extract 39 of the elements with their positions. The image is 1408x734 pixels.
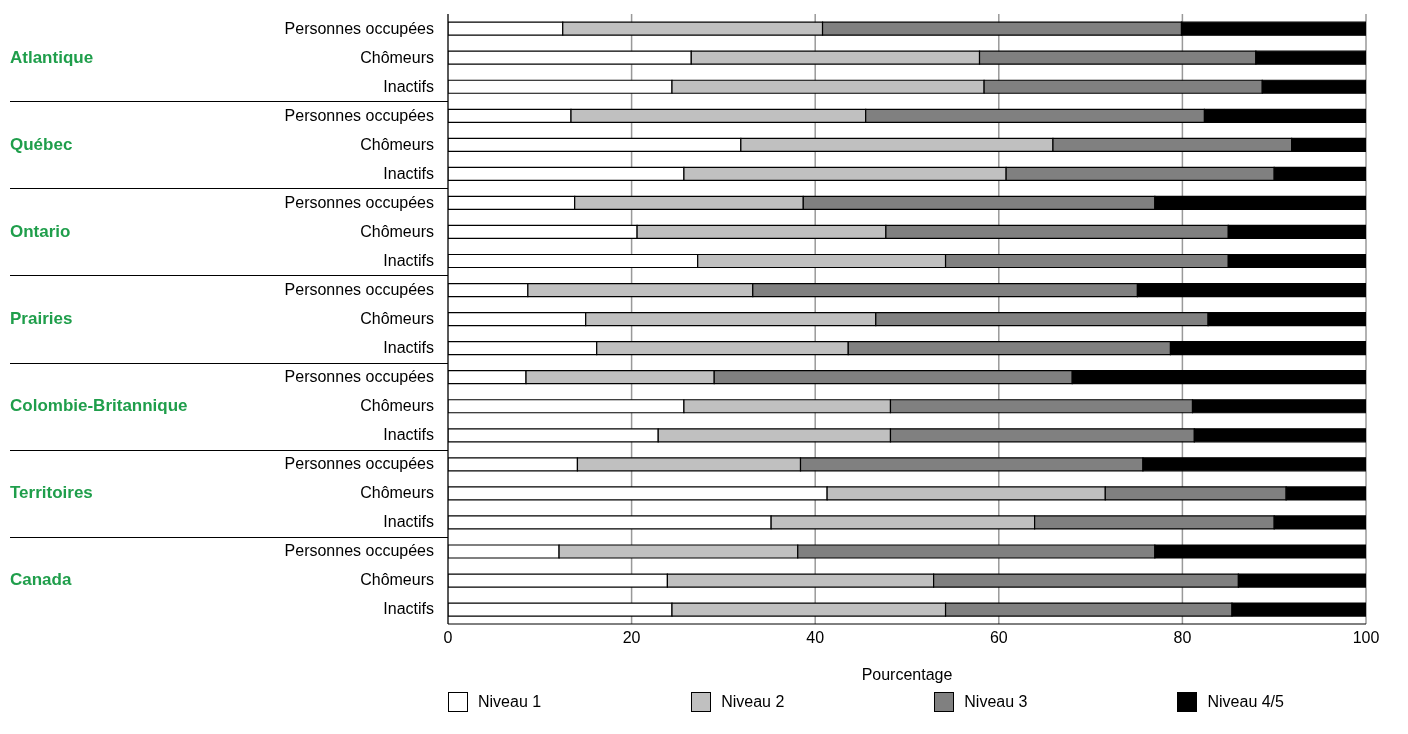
y-tick-label: Personnes occupées — [284, 106, 434, 124]
y-tick-label: Chômeurs — [360, 397, 434, 415]
y-tick-label: Chômeurs — [360, 48, 434, 66]
legend-label: Niveau 3 — [964, 693, 1028, 711]
y-tick-label: Chômeurs — [360, 135, 434, 153]
y-tick-label: Personnes occupées — [284, 19, 434, 37]
legend-label: Niveau 2 — [721, 693, 785, 711]
x-axis-title: Pourcentage — [861, 666, 953, 683]
x-tick-label: 40 — [806, 629, 825, 647]
y-tick-label: Chômeurs — [360, 571, 434, 589]
x-tick-label: 20 — [622, 629, 641, 647]
y-tick-label: Inactifs — [383, 513, 434, 531]
text: Canada — [10, 570, 72, 590]
y-tick-label: Inactifs — [383, 77, 434, 95]
y-tick-label: Chômeurs — [360, 310, 434, 327]
y-tick-label: Inactifs — [383, 600, 434, 618]
y-tick-label: Inactifs — [383, 251, 434, 269]
text: Atlantique — [10, 47, 94, 67]
text: Territoires — [10, 483, 93, 503]
y-tick-label: Inactifs — [383, 339, 434, 357]
y-tick-label: Chômeurs — [360, 484, 434, 502]
x-tick-label: 80 — [1173, 629, 1192, 647]
x-tick-label: 0 — [443, 629, 453, 647]
y-tick-label: Inactifs — [383, 426, 434, 444]
legend-label: Niveau 1 — [478, 693, 542, 711]
y-tick-label: Chômeurs — [360, 222, 434, 240]
y-tick-label: Personnes occupées — [284, 542, 434, 560]
y-tick-label: Personnes occupées — [284, 368, 434, 386]
y-tick-label: Inactifs — [383, 164, 434, 182]
text: Québec — [10, 134, 73, 154]
text: Colombie-Britannique — [10, 396, 188, 416]
x-tick-label: 100 — [1352, 629, 1380, 647]
y-tick-label: Personnes occupées — [284, 193, 434, 211]
y-tick-label: Personnes occupées — [284, 455, 434, 473]
text: Ontario — [10, 221, 71, 241]
y-tick-label: Personnes occupées — [284, 280, 434, 298]
x-tick-label: 60 — [989, 629, 1008, 647]
text: Prairies — [10, 309, 73, 328]
legend-label: Niveau 4/5 — [1207, 693, 1284, 711]
